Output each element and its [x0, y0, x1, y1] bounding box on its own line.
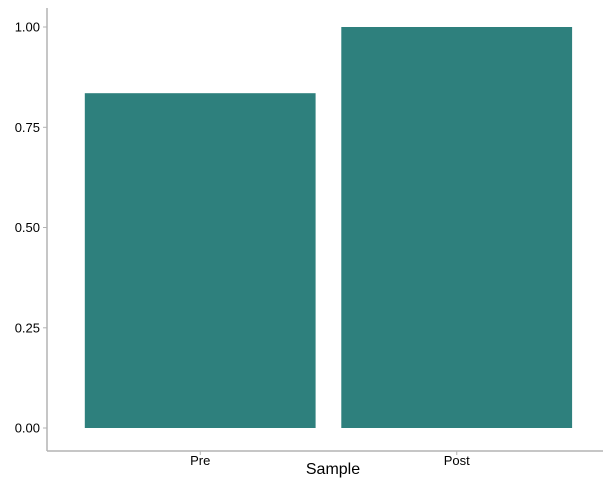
- x-axis-title: Sample: [306, 461, 360, 478]
- bars-layer: [84, 27, 573, 428]
- axes-layer: [46, 8, 603, 452]
- x-tick-label: Pre: [190, 453, 210, 468]
- y-ticks-layer: 0.00 0.25 0.50 0.75 1.00: [15, 20, 47, 436]
- x-tick-label: Post: [444, 453, 470, 468]
- y-tick-label: 0.00: [15, 421, 40, 436]
- x-ticks-layer: Pre Post: [190, 451, 470, 468]
- y-tick-label: 0.75: [15, 120, 40, 135]
- bar-post: [341, 27, 573, 428]
- bar-pre: [84, 93, 316, 428]
- y-tick-label: 1.00: [15, 20, 40, 35]
- y-tick-label: 0.25: [15, 320, 40, 335]
- y-tick-label: 0.50: [15, 220, 40, 235]
